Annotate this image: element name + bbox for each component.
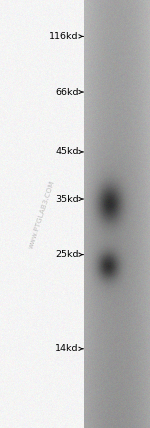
Text: 45kd: 45kd [55,147,79,157]
Text: 66kd: 66kd [55,87,79,97]
Text: 35kd: 35kd [55,194,79,204]
Text: www.PTGLAB3.COM: www.PTGLAB3.COM [28,179,56,249]
Text: 14kd: 14kd [55,344,79,354]
Text: 116kd: 116kd [49,32,79,41]
Text: 25kd: 25kd [55,250,79,259]
